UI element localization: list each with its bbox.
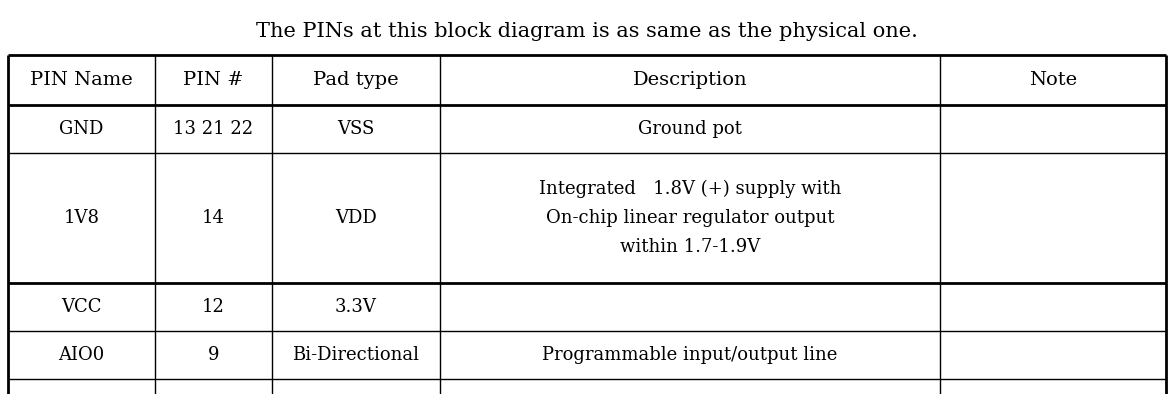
Text: Bi-Directional: Bi-Directional <box>292 346 419 364</box>
Text: 3.3V: 3.3V <box>335 298 377 316</box>
Text: VSS: VSS <box>337 120 375 138</box>
Text: The PINs at this block diagram is as same as the physical one.: The PINs at this block diagram is as sam… <box>256 22 918 41</box>
Text: PIN #: PIN # <box>183 71 244 89</box>
Text: Note: Note <box>1028 71 1077 89</box>
Text: GND: GND <box>60 120 103 138</box>
Text: PIN Name: PIN Name <box>31 71 133 89</box>
Text: 12: 12 <box>202 298 225 316</box>
Text: Pad type: Pad type <box>313 71 399 89</box>
Text: Integrated   1.8V (+) supply with
On-chip linear regulator output
within 1.7-1.9: Integrated 1.8V (+) supply with On-chip … <box>539 180 842 256</box>
Text: 1V8: 1V8 <box>63 209 100 227</box>
Text: AIO0: AIO0 <box>59 346 104 364</box>
Text: Description: Description <box>633 71 748 89</box>
Text: Programmable input/output line: Programmable input/output line <box>542 346 838 364</box>
Text: 14: 14 <box>202 209 225 227</box>
Text: 9: 9 <box>208 346 220 364</box>
Text: VDD: VDD <box>335 209 377 227</box>
Text: VCC: VCC <box>61 298 102 316</box>
Text: Ground pot: Ground pot <box>637 120 742 138</box>
Text: 13 21 22: 13 21 22 <box>174 120 254 138</box>
